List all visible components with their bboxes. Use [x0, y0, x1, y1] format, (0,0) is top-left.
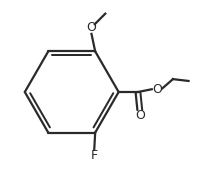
Text: F: F — [91, 149, 98, 162]
Text: O: O — [152, 83, 162, 96]
Text: O: O — [135, 109, 145, 122]
Text: O: O — [87, 21, 96, 34]
